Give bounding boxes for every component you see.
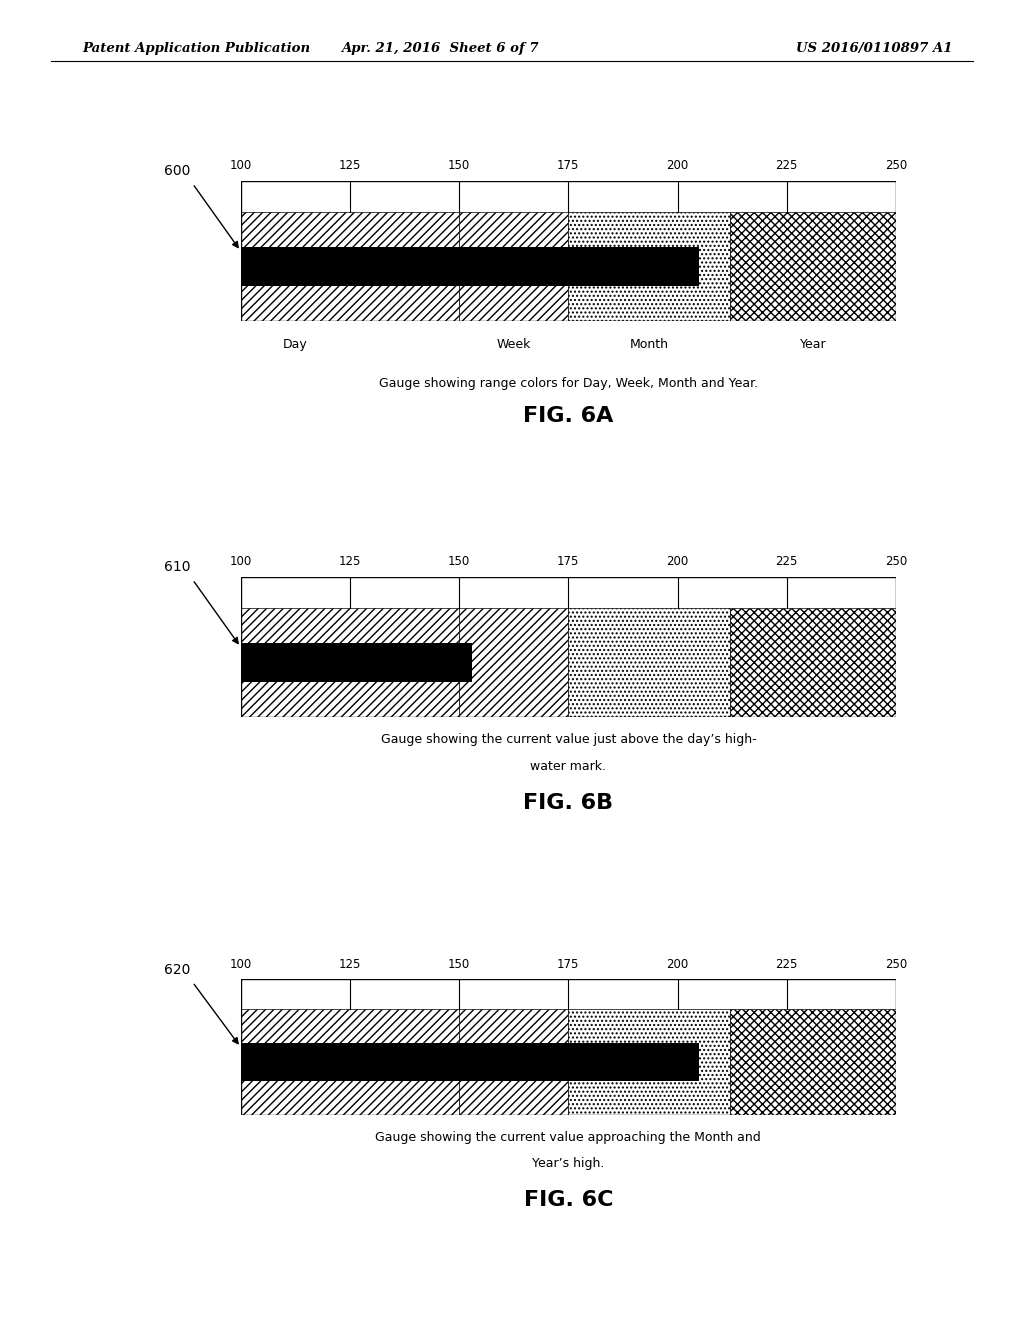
Text: 200: 200	[667, 958, 689, 972]
Text: 150: 150	[447, 556, 470, 569]
Text: 250: 250	[885, 958, 907, 972]
Text: 200: 200	[667, 556, 689, 569]
Text: Patent Application Publication: Patent Application Publication	[82, 42, 310, 55]
Text: 620: 620	[164, 962, 190, 977]
Text: Year’s high.: Year’s high.	[532, 1158, 604, 1170]
Text: Gauge showing range colors for Day, Week, Month and Year.: Gauge showing range colors for Day, Week…	[379, 376, 758, 389]
Text: 100: 100	[229, 556, 252, 569]
Bar	[241, 607, 459, 717]
Bar	[730, 607, 896, 717]
Text: 175: 175	[557, 958, 580, 972]
Text: Month: Month	[630, 338, 669, 351]
Text: 125: 125	[339, 958, 361, 972]
Text: Year: Year	[800, 338, 826, 351]
Text: FIG. 6B: FIG. 6B	[523, 792, 613, 813]
Text: 225: 225	[775, 160, 798, 173]
Text: 225: 225	[775, 556, 798, 569]
Text: Apr. 21, 2016  Sheet 6 of 7: Apr. 21, 2016 Sheet 6 of 7	[342, 42, 539, 55]
Bar	[241, 1010, 459, 1115]
Text: Gauge showing the current value approaching the Month and: Gauge showing the current value approach…	[376, 1131, 761, 1143]
Text: 100: 100	[229, 160, 252, 173]
Bar	[730, 1010, 896, 1115]
Bar	[241, 211, 459, 321]
Text: Gauge showing the current value just above the day’s high-: Gauge showing the current value just abo…	[381, 733, 756, 746]
Text: 100: 100	[229, 958, 252, 972]
Bar	[241, 979, 896, 1010]
Bar	[241, 577, 896, 607]
Bar	[241, 1043, 699, 1081]
Bar	[241, 181, 896, 211]
Bar	[568, 1010, 730, 1115]
Text: FIG. 6C: FIG. 6C	[523, 1191, 613, 1210]
Text: 610: 610	[164, 560, 190, 574]
Text: 125: 125	[339, 160, 361, 173]
Text: Day: Day	[283, 338, 307, 351]
Bar	[241, 643, 472, 682]
Text: 175: 175	[557, 556, 580, 569]
Bar	[568, 211, 730, 321]
Bar	[459, 607, 568, 717]
Text: 250: 250	[885, 556, 907, 569]
Text: FIG. 6A: FIG. 6A	[523, 405, 613, 426]
Bar	[568, 607, 730, 717]
Text: US 2016/0110897 A1: US 2016/0110897 A1	[796, 42, 952, 55]
Bar	[459, 211, 568, 321]
Text: 150: 150	[447, 958, 470, 972]
Text: 175: 175	[557, 160, 580, 173]
Text: 150: 150	[447, 160, 470, 173]
Text: water mark.: water mark.	[530, 759, 606, 772]
Text: 125: 125	[339, 556, 361, 569]
Text: 225: 225	[775, 958, 798, 972]
Text: 200: 200	[667, 160, 689, 173]
Text: 250: 250	[885, 160, 907, 173]
Bar	[241, 247, 699, 286]
Text: Week: Week	[497, 338, 530, 351]
Bar	[730, 211, 896, 321]
Text: 600: 600	[164, 164, 190, 178]
Bar	[459, 1010, 568, 1115]
